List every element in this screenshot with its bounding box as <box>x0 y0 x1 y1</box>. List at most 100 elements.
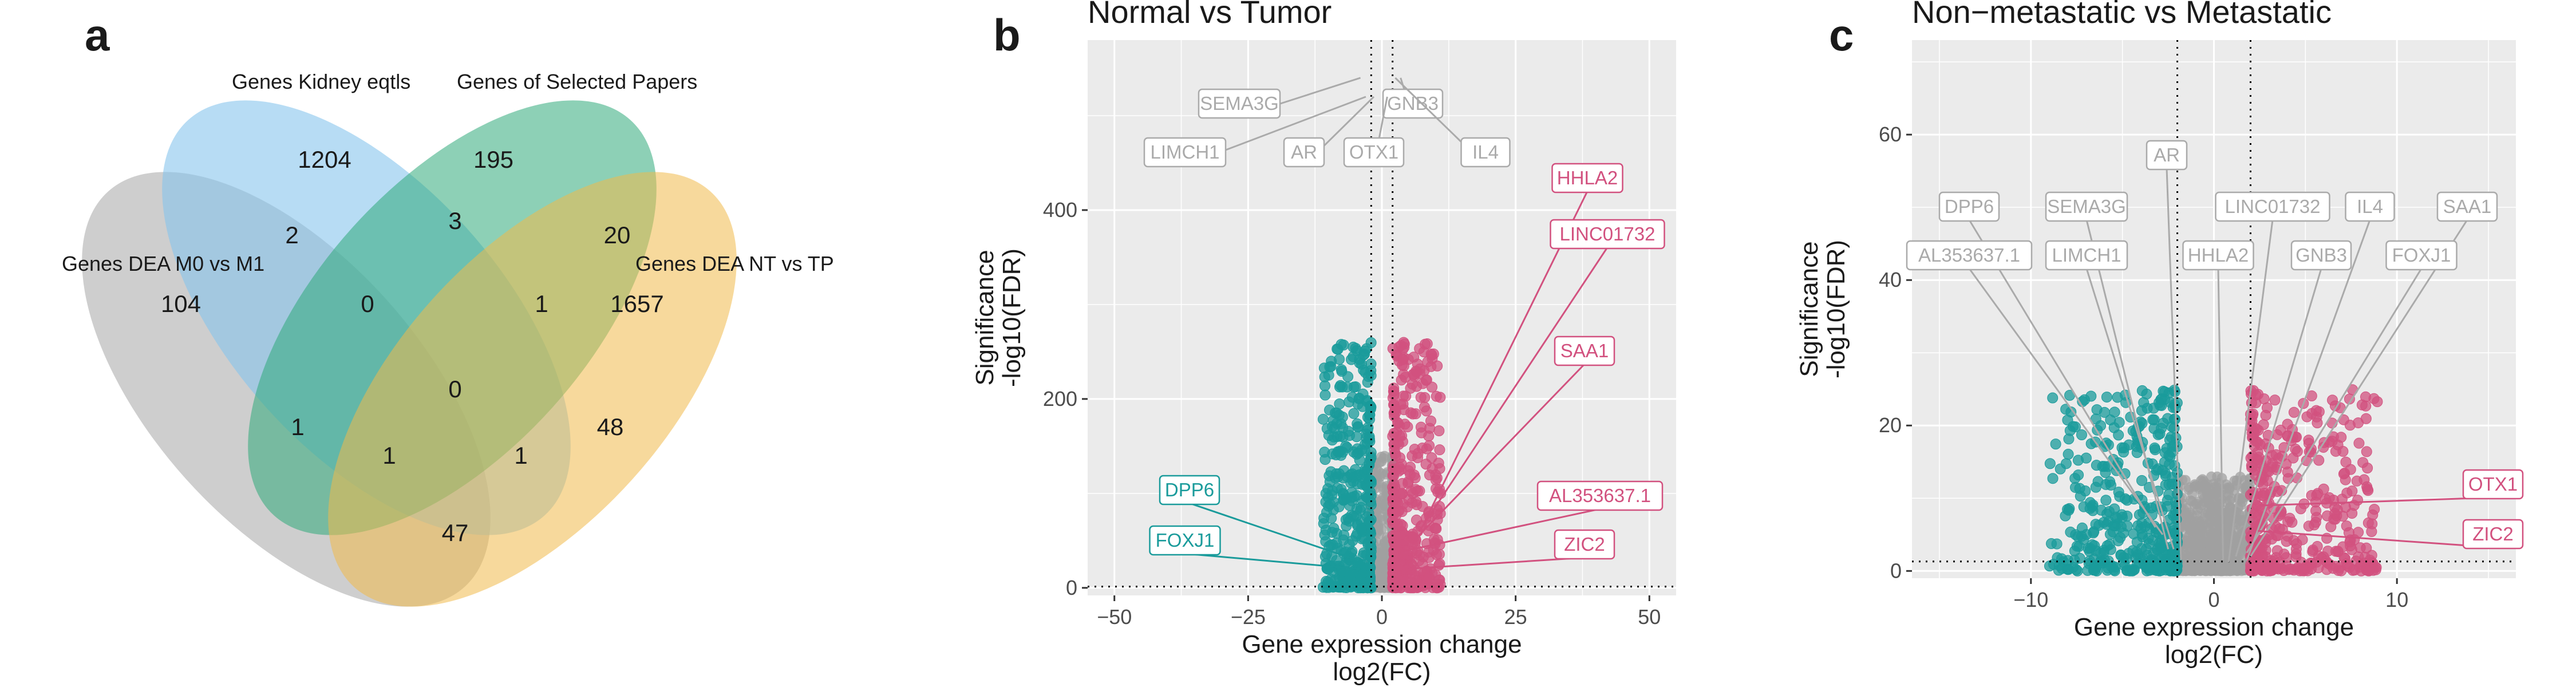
point-up <box>1396 374 1407 386</box>
point-down <box>2065 526 2076 538</box>
point-up <box>1423 552 1435 563</box>
point-down <box>2105 414 2116 426</box>
gene-label-text: LIMCH1 <box>1150 141 1219 163</box>
gene-label-box <box>1382 88 1444 119</box>
point-up <box>1406 378 1418 390</box>
point-down <box>2113 487 2124 498</box>
gene-label-text: SEMA3G <box>1200 93 1279 114</box>
venn-count-abc: 0 <box>361 290 374 317</box>
point-down <box>1362 412 1373 423</box>
point-up <box>2297 563 2309 574</box>
point-up <box>2288 406 2300 418</box>
y-tick-label: 0 <box>1066 576 1077 599</box>
point-down <box>2143 533 2154 544</box>
point-ns <box>2212 516 2223 527</box>
venn-count-m0m1-only: 104 <box>161 290 201 317</box>
point-ns <box>2212 471 2223 482</box>
y-axis-title-line2: -log10(FDR) <box>998 248 1026 387</box>
venn-count-bcd: 1 <box>535 290 548 317</box>
venn-count-bc: 3 <box>448 207 461 234</box>
point-down <box>1362 425 1373 436</box>
point-ns <box>2190 541 2201 552</box>
point-down <box>2112 535 2124 547</box>
x-axis-title-line2: log2(FC) <box>1333 658 1431 686</box>
gene-label-box <box>2462 469 2524 500</box>
point-up <box>2251 453 2262 465</box>
label-leader-line <box>2217 268 2224 560</box>
point-down <box>2101 392 2112 403</box>
gene-label-text: DPP6 <box>1945 196 1994 217</box>
point-up <box>2275 424 2286 436</box>
point-up <box>1389 517 1400 528</box>
point-up <box>2364 564 2375 576</box>
point-up <box>2353 551 2364 563</box>
point-down <box>2123 548 2135 559</box>
point-up <box>1412 452 1424 464</box>
plot-title: Non−metastatic vs Metastatic <box>1912 0 2332 30</box>
point-down <box>1325 466 1337 477</box>
gene-label-text: LIMCH1 <box>2052 244 2121 266</box>
label-leader-line <box>2246 219 2371 560</box>
point-down <box>1365 452 1377 463</box>
point-ns <box>2206 530 2217 540</box>
label-leader-line <box>1413 363 1586 542</box>
point-down <box>2089 540 2100 551</box>
point-down <box>1348 408 1360 419</box>
point-down <box>1318 512 1330 524</box>
venn-set-label-selected-papers: Genes of Selected Papers <box>457 70 697 93</box>
point-up <box>1388 389 1400 401</box>
point-up <box>2253 389 2264 400</box>
gene-label-box <box>2290 240 2352 271</box>
gene-label-box <box>2215 191 2330 222</box>
gene-label-text: HHLA2 <box>1557 167 1618 188</box>
point-down <box>1331 555 1342 566</box>
point-up <box>2246 462 2258 473</box>
point-down <box>1333 446 1345 457</box>
point-down <box>1356 523 1367 534</box>
point-down <box>2047 473 2059 484</box>
point-up <box>2328 563 2339 574</box>
gene-label-text: DPP6 <box>1165 479 1214 500</box>
x-tick-label: 0 <box>2208 588 2219 611</box>
point-down <box>1332 431 1343 443</box>
point-ns <box>2224 482 2235 493</box>
point-up <box>1415 421 1427 433</box>
point-up <box>1387 431 1398 442</box>
point-down <box>1358 364 1369 376</box>
gene-label-box <box>1551 163 1623 194</box>
point-up <box>2357 457 2369 468</box>
point-up <box>2249 440 2260 452</box>
point-up <box>1433 559 1444 571</box>
venn-set-label-dea-nt-tp: Genes DEA NT vs TP <box>635 252 834 275</box>
point-down <box>1363 474 1374 485</box>
point-ns <box>2180 512 2191 523</box>
point-down <box>2152 463 2164 475</box>
gene-label-box <box>2045 191 2128 222</box>
point-ns <box>2208 559 2219 570</box>
gene-label-text: LINC01732 <box>2225 196 2321 217</box>
x-tick-label: 10 <box>2385 588 2408 611</box>
gene-label-box <box>1938 191 2000 222</box>
x-tick-label: 0 <box>1376 605 1388 629</box>
point-down <box>1337 411 1348 423</box>
gene-label-box <box>2182 240 2254 271</box>
venn-set-label-dea-m0-m1: Genes DEA M0 vs M1 <box>62 252 264 275</box>
label-leader-line <box>1419 247 1609 532</box>
point-down <box>2169 527 2180 539</box>
label-leader-line <box>2085 268 2175 550</box>
point-up <box>1387 567 1398 578</box>
point-up <box>2269 394 2281 406</box>
point-down <box>2136 385 2148 396</box>
gene-label-text: ZIC2 <box>1564 534 1605 555</box>
point-up <box>2332 439 2344 451</box>
point-up <box>1414 343 1425 354</box>
point-up <box>2369 504 2380 515</box>
point-up <box>1420 374 1432 386</box>
point-ns <box>2192 523 2203 534</box>
label-leader-line <box>2235 268 2322 557</box>
point-down <box>1359 577 1370 589</box>
point-down <box>2047 392 2059 404</box>
point-up <box>2360 413 2372 424</box>
